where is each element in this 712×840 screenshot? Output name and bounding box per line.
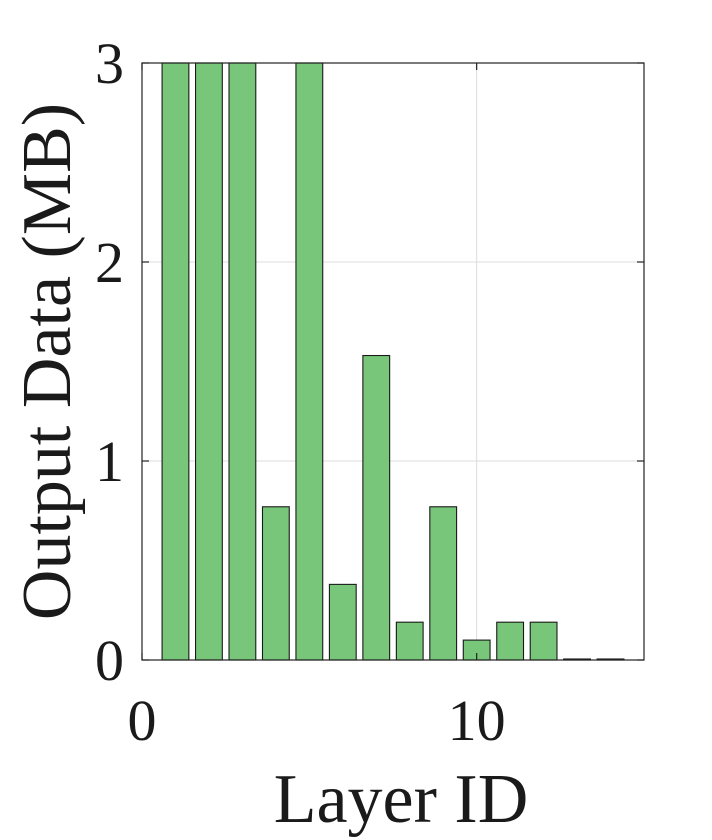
- bar: [194, 62, 223, 661]
- bar: [429, 506, 458, 661]
- bar: [161, 62, 190, 661]
- bar: [261, 506, 290, 661]
- x-axis-label: Layer ID: [274, 761, 529, 838]
- bar: [395, 621, 424, 661]
- x-tick-label: 10: [448, 688, 506, 753]
- y-tick-label: 2: [95, 230, 124, 295]
- bars: [161, 62, 625, 661]
- y-tick-label: 0: [95, 628, 124, 693]
- bar: [362, 354, 391, 661]
- plot-area-frame: [141, 62, 645, 661]
- y-axis-label: Output Data (MB): [9, 103, 86, 620]
- y-tick-label: 1: [95, 429, 124, 494]
- bar: [529, 621, 558, 661]
- x-tick-labels: 0 10: [128, 688, 506, 753]
- y-tick-label: 3: [95, 31, 124, 96]
- bar: [328, 583, 357, 661]
- bar: [295, 62, 324, 661]
- x-tick-label: 0: [128, 688, 157, 753]
- bar: [496, 621, 525, 661]
- y-tick-labels: 0 1 2 3: [95, 31, 124, 693]
- bar: [228, 62, 257, 661]
- tick-marks: [141, 62, 644, 661]
